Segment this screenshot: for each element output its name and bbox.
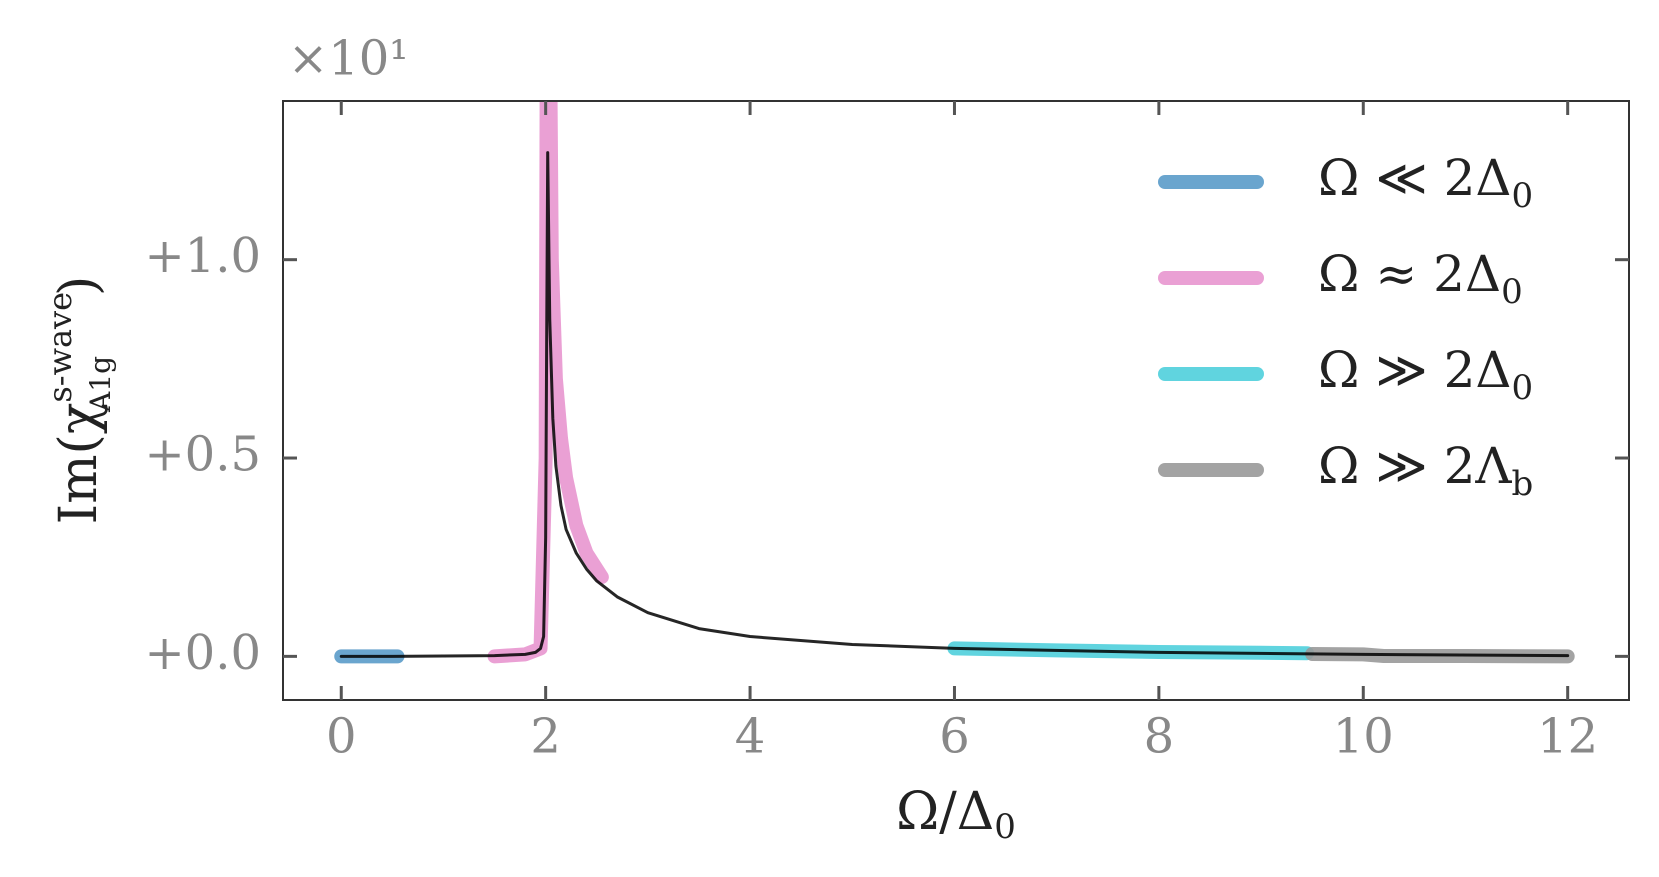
y-tick-label: +0.5 [144, 427, 261, 483]
legend-label: Ω ≫ 2Δ0 [1318, 341, 1533, 408]
x-tick-label: 4 [735, 709, 766, 765]
y-offset-label: ×10¹ [288, 31, 409, 87]
legend-sub: b [1512, 464, 1534, 504]
legend-label: Ω ≪ 2Δ0 [1318, 149, 1533, 216]
y-label-close: ) [49, 276, 109, 296]
legend-name: Ω ≫ 2Δ [1318, 341, 1512, 399]
y-tick-label: +0.0 [144, 625, 261, 681]
x-tick-label: 0 [326, 709, 357, 765]
x-tick-label: 6 [939, 709, 970, 765]
series-line [339, 151, 1570, 658]
plot-area [334, 101, 1575, 664]
legend-name: Ω ≈ 2Δ [1318, 245, 1501, 303]
x-tick-label: 8 [1144, 709, 1175, 765]
legend-label: Ω ≈ 2Δ0 [1318, 245, 1523, 312]
y-tick-label: +1.0 [144, 228, 261, 284]
x-label-sub: 0 [994, 807, 1016, 847]
legend-sub: 0 [1512, 368, 1534, 408]
legend-name: Ω ≫ 2Λ [1318, 437, 1512, 495]
y-label-sup: s-wave [41, 292, 79, 403]
legend-sub: 0 [1512, 176, 1534, 216]
y-label-main: Im(χ [49, 403, 109, 525]
x-label-main: Ω/Δ [896, 782, 994, 842]
x-tick-label: 2 [530, 709, 561, 765]
legend-sub: 0 [1501, 272, 1523, 312]
y-label-sub: A1g [84, 356, 117, 413]
y-axis-label: Im(χs-wave A1g) [41, 276, 117, 525]
x-axis-label: Ω/Δ0 [896, 782, 1016, 848]
x-tick-label: 10 [1333, 709, 1394, 765]
legend-label: Ω ≫ 2Λb [1318, 437, 1533, 504]
axes-frame [282, 100, 1630, 701]
x-tick-label: 12 [1537, 709, 1598, 765]
legend-name: Ω ≪ 2Δ [1318, 149, 1512, 207]
